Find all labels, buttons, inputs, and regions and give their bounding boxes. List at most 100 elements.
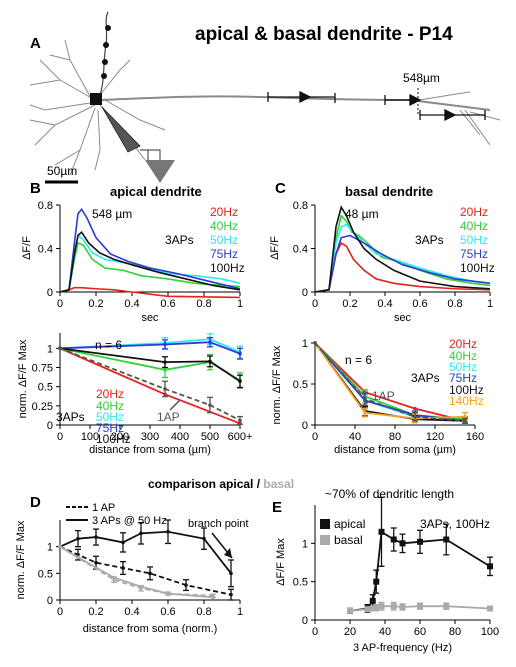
- panel-c-title: basal dendrite: [345, 184, 433, 199]
- data-point: [139, 584, 143, 589]
- x-tick-label: 0: [312, 298, 318, 310]
- y-tick-label: 0.5: [38, 568, 53, 580]
- series-line-100hz: [59, 230, 241, 293]
- legend-basal: basal: [334, 533, 363, 547]
- chart-b-top: 0 0.2 0.4 0.6 0.8 1 0 0.4 0.8 sec ΔF/F 548 µm 20Hz40…: [21, 200, 245, 324]
- data-point: [184, 583, 188, 587]
- x-tick-label: 300: [141, 431, 159, 443]
- y-tick-label: 0: [47, 420, 53, 432]
- panel-a-letter: A: [30, 35, 41, 52]
- data-point: [413, 415, 417, 419]
- legend-100Hz: 100Hz: [96, 432, 131, 446]
- distance-annotation: 48 µm: [345, 207, 379, 221]
- x-axis-label: distance from soma (norm.): [83, 623, 217, 635]
- x-tick-label: 0: [57, 606, 63, 618]
- ap-label: 1AP: [372, 389, 395, 403]
- chart-d: 0 0.2 0.4 0.6 0.8 1 0 0.5 1 distance from soma (n…: [15, 502, 249, 635]
- patch-pipette-icon: [101, 106, 141, 153]
- data-point: [58, 346, 62, 351]
- data-point: [94, 535, 98, 539]
- legend-100Hz: 100Hz: [460, 261, 495, 275]
- data-point: [238, 351, 242, 356]
- data-point: [229, 571, 233, 576]
- data-point: [413, 406, 417, 411]
- data-point: [369, 605, 376, 612]
- x-tick-label: 0.4: [124, 298, 139, 310]
- series-line-40hz: [314, 214, 491, 293]
- data-point: [76, 536, 80, 541]
- legend-75Hz: 75Hz: [96, 421, 124, 435]
- legend-3aps: 3 APs @ 50 Hz: [92, 515, 167, 527]
- data-point: [163, 368, 167, 372]
- ap-arrow: [169, 399, 181, 411]
- legend-40Hz: 40Hz: [96, 399, 124, 413]
- x-tick-label: 0.6: [412, 298, 427, 310]
- chart-e: 0 20 40 60 80 100 0 0.5 1 3 AP-frequency (Hz) ΔF/F…: [275, 487, 499, 654]
- x-tick-label: 1: [237, 298, 243, 310]
- series-line-75hz: [59, 341, 241, 355]
- x-tick-label: 0.2: [88, 606, 103, 618]
- legend-group-label: 3APs: [415, 233, 444, 247]
- panel-c-letter: C: [275, 180, 286, 197]
- series-line-100hz: [314, 205, 491, 293]
- y-axis-label: ΔF/F Max: [275, 538, 287, 586]
- y-axis-label: ΔF/F: [21, 236, 33, 260]
- x-tick-label: 400: [171, 431, 189, 443]
- x-tick-label: 0: [312, 431, 318, 443]
- x-tick-label: 500: [201, 431, 219, 443]
- x-tick-label: 0.2: [342, 298, 357, 310]
- data-point: [163, 387, 167, 391]
- soma: [90, 93, 102, 105]
- legend-20Hz: 20Hz: [449, 337, 477, 351]
- branch-markers: [267, 90, 486, 122]
- ap-label: 1AP: [157, 410, 180, 424]
- data-point: [390, 536, 397, 543]
- legend-group-label: 3APs: [411, 371, 440, 385]
- x-axis-label: 3 AP-frequency (Hz): [353, 642, 452, 654]
- y-tick-label: 0.4: [293, 244, 308, 256]
- legend-40Hz: 40Hz: [460, 219, 488, 233]
- x-tick-label: 120: [426, 431, 444, 443]
- x-axis-label: distance from soma (µm): [89, 444, 211, 456]
- data-point: [443, 536, 450, 543]
- x-axis-label: sec: [141, 312, 159, 324]
- legend-50Hz: 50Hz: [449, 360, 477, 374]
- x-tick-label: 100: [81, 431, 99, 443]
- data-point: [373, 578, 380, 585]
- panel-b-letter: B: [30, 180, 41, 197]
- y-axis-label: norm. ΔF/F Max: [15, 520, 27, 599]
- data-point: [94, 560, 98, 565]
- legend-apical: apical: [334, 517, 365, 531]
- y-tick-label: 0.8: [293, 200, 308, 212]
- series-line-1ap: [59, 347, 241, 422]
- legend-50Hz: 50Hz: [210, 233, 238, 247]
- data-point: [238, 379, 242, 384]
- x-tick-label: 0.8: [196, 606, 211, 618]
- y-tick-label: 1: [302, 338, 308, 350]
- legend-40Hz: 40Hz: [449, 349, 477, 363]
- legend-75Hz: 75Hz: [210, 247, 238, 261]
- data-point: [112, 575, 116, 580]
- legend-100Hz: 100Hz: [210, 261, 245, 275]
- chart-c-bottom: 0 40 80 120 160 0 0.5 1 distance from soma (µm) n…: [271, 337, 484, 456]
- data-point: [487, 563, 493, 570]
- x-tick-label: 0.8: [196, 298, 211, 310]
- x-tick-label: 0.6: [160, 298, 175, 310]
- panel-d-letter: D: [30, 494, 41, 511]
- y-tick-label: 0.5: [293, 379, 308, 391]
- data-point: [229, 592, 233, 597]
- data-point: [211, 595, 215, 600]
- series-line-140hz: [314, 342, 466, 420]
- data-point: [390, 603, 397, 610]
- data-point: [364, 606, 371, 613]
- n-annotation: n = 6: [95, 338, 122, 352]
- branch-point-arrowhead: [224, 548, 232, 558]
- axon-boutons: [101, 25, 111, 79]
- x-tick-label: 600+: [228, 431, 253, 443]
- data-point: [373, 604, 380, 611]
- chart-b-bottom: 0 100 200 300 400 500 600+ 0 0.25 0.5 0.75 1 distanc…: [17, 333, 252, 456]
- series-line-75hz: [59, 207, 241, 293]
- data-point: [363, 396, 367, 401]
- legend-20Hz: 20Hz: [210, 205, 238, 219]
